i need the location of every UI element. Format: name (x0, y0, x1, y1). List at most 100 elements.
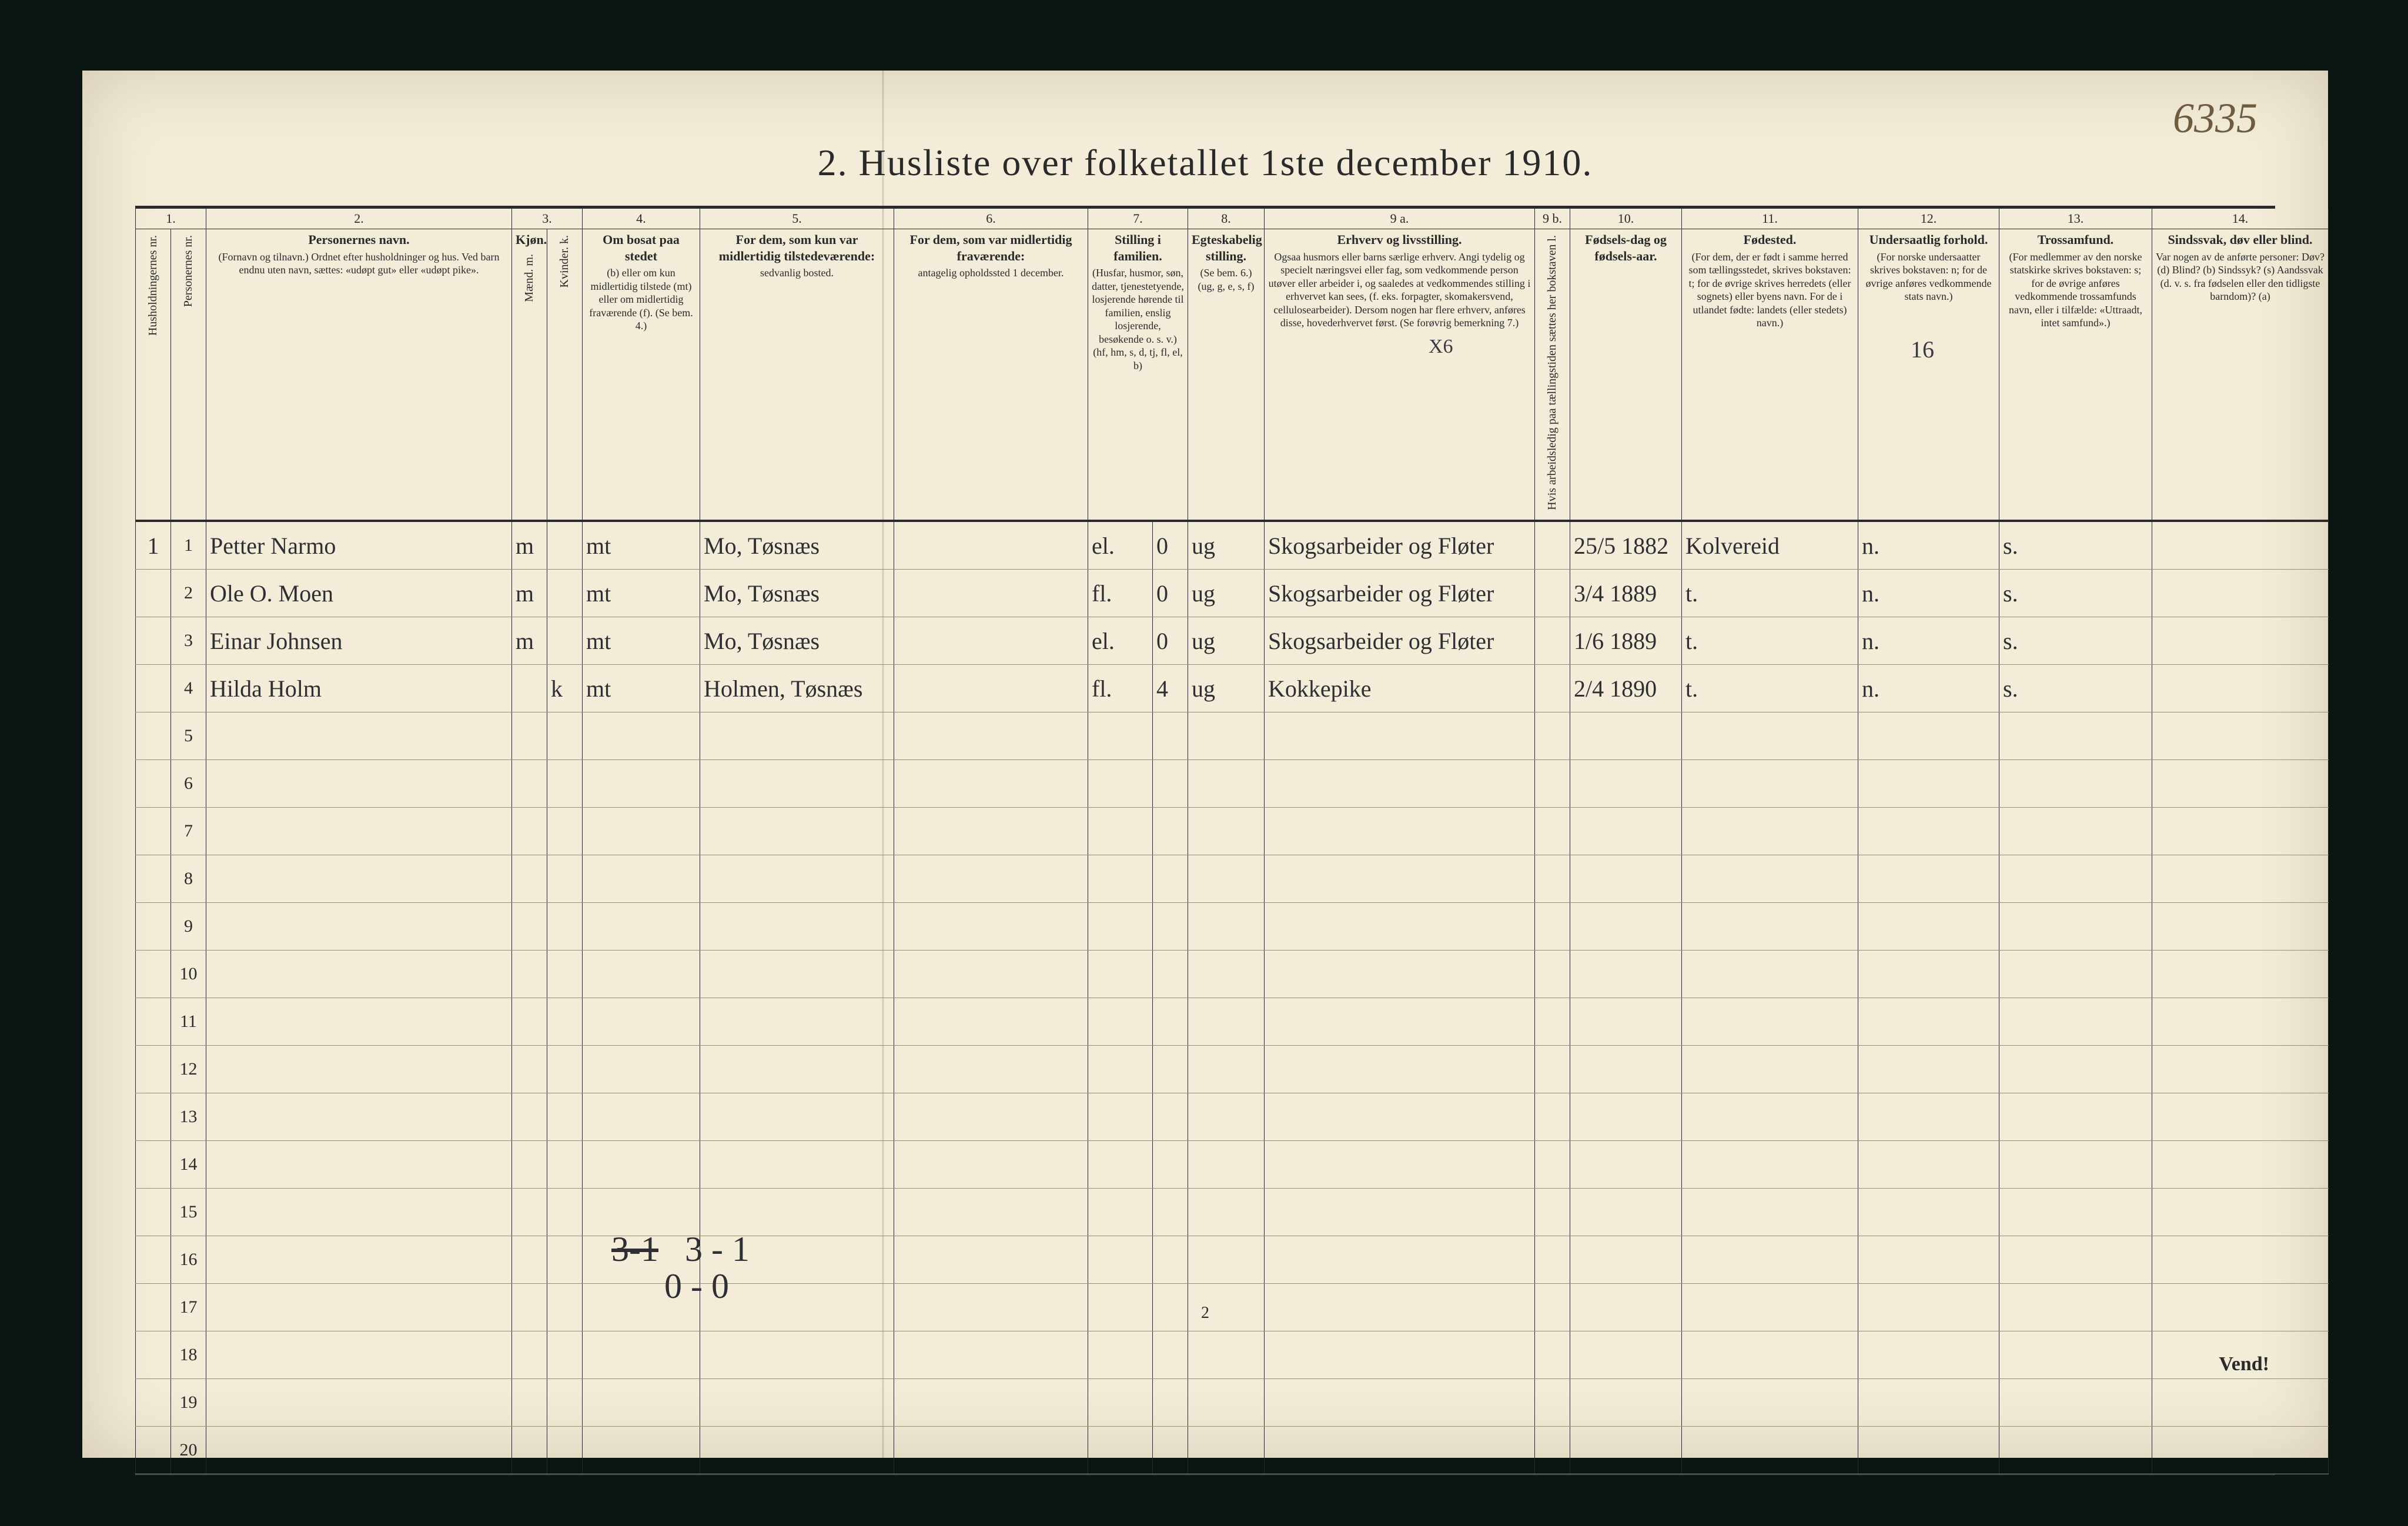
colnum: 1. (136, 209, 206, 229)
table-cell (1570, 1236, 1682, 1284)
colnum: 13. (1999, 209, 2152, 229)
table-cell (894, 1189, 1088, 1236)
table-cell (1682, 998, 1858, 1046)
table-cell (512, 1046, 547, 1093)
col-header-disability: Sindssvak, døv eller blind. Var nogen av… (2152, 229, 2329, 521)
table-cell: n. (1858, 665, 1999, 712)
table-cell (547, 760, 583, 808)
table-cell (136, 951, 171, 998)
table-cell (1188, 1427, 1265, 1474)
col-header-c6: For dem, som var midlertidig fraværende:… (894, 229, 1088, 521)
column-header-row: Husholdningernes nr. Personernes nr. Per… (136, 229, 2329, 521)
table-cell (894, 1379, 1088, 1427)
table-row: 9 (136, 903, 2329, 951)
table-cell (136, 1427, 171, 1474)
table-cell (583, 1093, 700, 1141)
table-cell: fl. (1088, 665, 1153, 712)
table-cell (1153, 998, 1188, 1046)
table-cell: 0 (1153, 521, 1188, 570)
table-cell (1535, 855, 1570, 903)
table-cell (894, 903, 1088, 951)
table-cell (894, 1046, 1088, 1093)
table-cell (136, 760, 171, 808)
table-cell: Mo, Tøsnæs (700, 521, 894, 570)
table-cell (1153, 712, 1188, 760)
table-cell (547, 1046, 583, 1093)
table-cell (206, 903, 512, 951)
col-header-civil: Egteskabelig stilling. (Se bem. 6.) (ug,… (1188, 229, 1265, 521)
table-cell (1682, 1331, 1858, 1379)
col-header-nation: Undersaatlig forhold. (For norske unders… (1858, 229, 1999, 521)
table-cell (1535, 712, 1570, 760)
table-cell (1570, 1141, 1682, 1189)
table-cell (1265, 1093, 1535, 1141)
table-cell: m (512, 521, 547, 570)
table-cell (1682, 712, 1858, 760)
table-cell (1088, 1093, 1153, 1141)
table-cell (1535, 1046, 1570, 1093)
table-cell (206, 951, 512, 998)
table-cell: 3/4 1889 (1570, 570, 1682, 617)
table-cell (700, 712, 894, 760)
table-cell (1153, 903, 1188, 951)
table-cell (547, 1093, 583, 1141)
table-cell (1265, 855, 1535, 903)
table-cell (206, 1141, 512, 1189)
table-cell (1265, 808, 1535, 855)
table-cell (1153, 1331, 1188, 1379)
census-page: 6335 2. Husliste over folketallet 1ste d… (82, 71, 2328, 1458)
table-row: 12 (136, 1046, 2329, 1093)
table-cell: Skogsarbeider og Fløter (1265, 521, 1535, 570)
table-cell: Skogsarbeider og Fløter (1265, 617, 1535, 665)
table-cell (583, 1141, 700, 1189)
table-cell (2152, 808, 2329, 855)
table-cell (583, 903, 700, 951)
table-cell (547, 521, 583, 570)
table-cell (2152, 1427, 2329, 1474)
table-cell: mt (583, 570, 700, 617)
table-cell (512, 1236, 547, 1284)
table-cell (1265, 1046, 1535, 1093)
col-header-hh: Husholdningernes nr. (136, 229, 171, 521)
table-cell (1999, 1236, 2152, 1284)
colnum: 6. (894, 209, 1088, 229)
table-cell (1535, 1189, 1570, 1236)
table-cell (1535, 617, 1570, 665)
table-cell (512, 1427, 547, 1474)
table-cell (206, 1427, 512, 1474)
table-cell (700, 808, 894, 855)
table-cell (1153, 1379, 1188, 1427)
table-cell (1858, 1093, 1999, 1141)
table-cell (583, 855, 700, 903)
table-cell (136, 1331, 171, 1379)
table-cell (206, 760, 512, 808)
table-cell: s. (1999, 570, 2152, 617)
table-cell (583, 808, 700, 855)
table-row: 18 (136, 1331, 2329, 1379)
table-cell (1153, 1236, 1188, 1284)
table-cell: t. (1682, 617, 1858, 665)
table-cell (206, 1093, 512, 1141)
table-cell (1570, 998, 1682, 1046)
col-header-faith: Trossamfund. (For medlemmer av den norsk… (1999, 229, 2152, 521)
table-cell (547, 1331, 583, 1379)
table-row: 13 (136, 1093, 2329, 1141)
table-cell (1535, 521, 1570, 570)
table-cell: n. (1858, 521, 1999, 570)
table-cell (2152, 617, 2329, 665)
table-row: 20 (136, 1427, 2329, 1474)
table-cell (1188, 1379, 1265, 1427)
table-cell (1858, 1379, 1999, 1427)
table-cell: t. (1682, 570, 1858, 617)
table-cell (700, 951, 894, 998)
table-cell (1999, 903, 2152, 951)
table-cell (1570, 855, 1682, 903)
table-cell (1535, 951, 1570, 998)
table-cell: Ole O. Moen (206, 570, 512, 617)
table-cell (1999, 998, 2152, 1046)
table-cell (512, 1331, 547, 1379)
table-cell (1682, 1427, 1858, 1474)
table-cell (1570, 1331, 1682, 1379)
table-cell: 9 (171, 903, 206, 951)
table-cell (1088, 760, 1153, 808)
